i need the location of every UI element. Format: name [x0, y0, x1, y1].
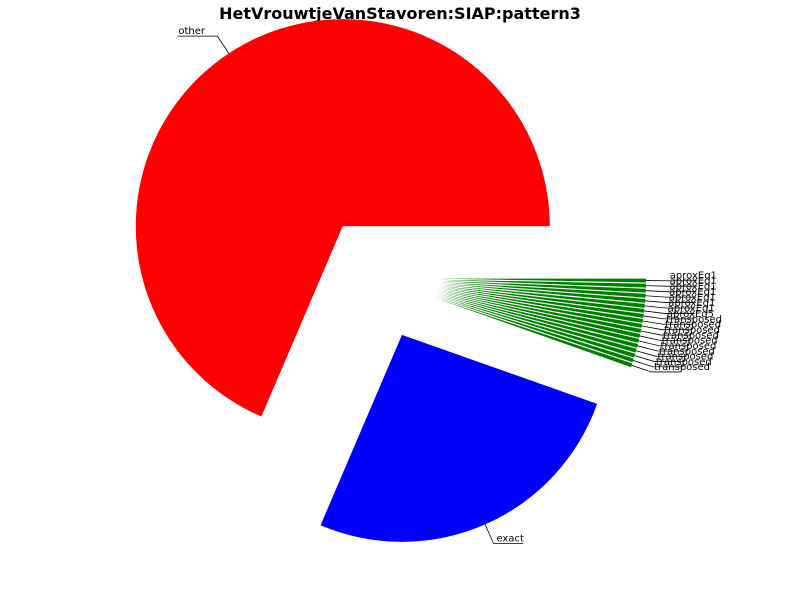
pie-label-transposed: transposed: [657, 352, 713, 363]
pie-label-other: other: [178, 26, 206, 37]
pie-slice-transposed: [436, 295, 636, 358]
label-leader-line: [643, 315, 694, 320]
label-leader-line: [644, 305, 696, 309]
pie-label-transposed: transposed: [664, 325, 720, 336]
label-leader-line: [645, 290, 697, 293]
label-leader-line: [644, 310, 695, 314]
label-leader-line: [634, 355, 685, 362]
pie-label-aproxeq1: aproxEq1: [670, 271, 717, 282]
pie-label-aproxeq1: aproxEq1: [669, 287, 716, 298]
pie-slice-transposed: [437, 292, 640, 343]
pie-label-aproxeq1: aproxEq1: [670, 276, 717, 287]
pie-slice-transposed: [438, 289, 643, 328]
pie-label-aproxeq5: aproxEq5: [667, 309, 714, 320]
pie-label-aproxeq1: aproxEq1: [668, 303, 715, 314]
pie-label-aproxeq1: aproxEq1: [669, 293, 716, 304]
pie-label-transposed: transposed: [654, 362, 710, 373]
label-leader-line: [645, 295, 697, 298]
pie-label-aproxeq1: aproxEq1: [669, 282, 716, 293]
chart-title: HetVrouwtjeVanStavoren:SIAP:pattern3: [219, 4, 581, 23]
label-leader-line: [639, 335, 690, 341]
pie-slice-aproxeq1: [438, 283, 646, 303]
pie-label-transposed: transposed: [665, 320, 721, 331]
pie-slice-other: [135, 19, 550, 417]
pie-labels: otherexacttransposedtransposedtransposed…: [177, 26, 722, 544]
label-leader-line: [638, 340, 689, 347]
pie-label-transposed: transposed: [666, 314, 722, 325]
pie-slice-aproxeq1: [438, 282, 646, 298]
pie-label-transposed: transposed: [663, 330, 719, 341]
pie-slice-aproxeq1: [438, 284, 645, 308]
pie-slice-transposed: [437, 291, 641, 338]
pie-slice-transposed: [435, 298, 633, 368]
pie-slice-transposed: [436, 294, 637, 353]
pie-slice-transposed: [437, 293, 638, 348]
label-leader-line: [641, 325, 693, 331]
pie-label-transposed: transposed: [660, 341, 716, 352]
pie-slice-aproxeq5: [438, 286, 644, 318]
pie-slice-transposed: [437, 290, 642, 333]
pie-slice-aproxeq1: [439, 280, 646, 293]
pie-label-transposed: transposed: [662, 336, 718, 347]
pie-slices: [135, 19, 647, 542]
label-leader-line: [633, 360, 683, 368]
label-leader-line: [637, 345, 688, 352]
label-leader-line: [177, 35, 230, 54]
pie-label-exact: exact: [496, 533, 524, 544]
pie-slice-transposed: [438, 287, 643, 323]
pie-slice-exact: [320, 334, 598, 542]
pie-slice-transposed: [436, 297, 634, 363]
pie-label-transposed: transposed: [656, 357, 712, 368]
label-leader-line: [631, 364, 682, 373]
label-leader-line: [484, 524, 524, 544]
pie-label-aproxeq1: aproxEq1: [668, 298, 715, 309]
pie-label-transposed: transposed: [659, 346, 715, 357]
label-leader-line: [645, 300, 696, 303]
pie-slice-aproxeq1: [438, 285, 645, 313]
pie-slice-aproxeq1: [439, 278, 647, 283]
pie-slice-aproxeq1: [439, 279, 647, 288]
label-leader-line: [635, 350, 687, 357]
label-leader-line: [642, 320, 694, 325]
label-leader-line: [645, 285, 697, 287]
label-leader-line: [640, 330, 692, 336]
